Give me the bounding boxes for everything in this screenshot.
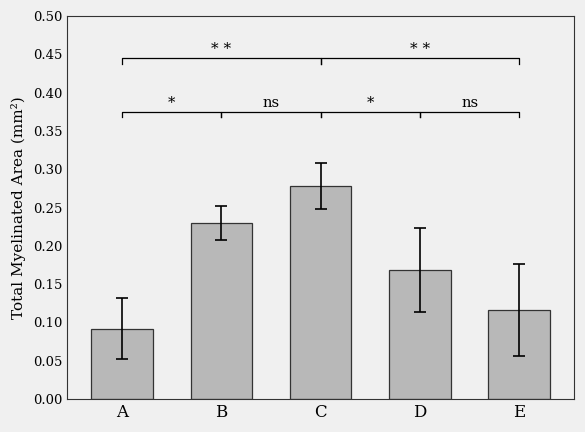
- Y-axis label: Total Myelinated Area (mm²): Total Myelinated Area (mm²): [11, 96, 26, 319]
- Bar: [91, 329, 153, 399]
- Text: *: *: [168, 95, 176, 110]
- Bar: [488, 310, 550, 399]
- Text: ns: ns: [461, 95, 478, 110]
- Bar: [191, 223, 252, 399]
- Text: * *: * *: [211, 42, 232, 56]
- Bar: [290, 186, 352, 399]
- Text: *: *: [367, 95, 374, 110]
- Text: * *: * *: [410, 42, 430, 56]
- Text: ns: ns: [263, 95, 280, 110]
- Bar: [389, 270, 451, 399]
